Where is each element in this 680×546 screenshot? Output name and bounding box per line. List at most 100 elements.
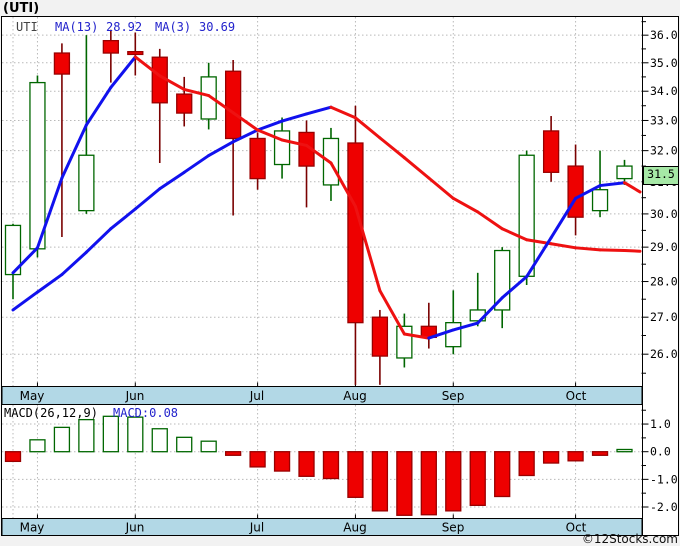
candle-down [176, 93, 193, 114]
ma3-line-segment [158, 74, 186, 91]
macd-bar-negative [591, 451, 609, 456]
candle-up [518, 154, 535, 277]
legend-symbol: UTI [16, 20, 38, 34]
macd-bar-positive [102, 415, 119, 453]
ma3-line-segment [305, 143, 333, 165]
macd-bar-negative [542, 451, 560, 464]
month-label: Oct [566, 389, 587, 403]
price-tick-label: 34.0 [650, 84, 678, 98]
legend-ma13-label: MA(13) [55, 20, 99, 34]
price-tick-label: 27.0 [650, 310, 678, 324]
legend-ma13-value: 28.92 [106, 20, 143, 34]
candle-down [347, 142, 364, 324]
month-label: Sep [442, 389, 465, 403]
ma3-line-segment [427, 328, 455, 340]
macd-bar-negative [371, 451, 389, 512]
macd-bar-negative [567, 451, 584, 462]
month-label: Jul [249, 389, 264, 403]
month-label: Oct [566, 521, 587, 535]
ma13-line-segment [158, 170, 186, 191]
macd-bar-negative [347, 451, 364, 498]
ma3-line-segment [182, 87, 211, 98]
ma3-line-segment [451, 321, 480, 332]
ma3-line-segment [549, 196, 578, 240]
macd-indicator-label: MACD(26,12,9) [4, 406, 98, 420]
month-label: Jul [249, 521, 264, 535]
ma3-line-segment [353, 204, 382, 293]
ma13-line-segment [574, 246, 602, 252]
macd-bar-negative [420, 451, 437, 516]
ma13-line-segment [182, 154, 211, 174]
macd-bar-positive [29, 439, 46, 453]
macd-bar-negative [224, 451, 242, 456]
candle-down [371, 316, 389, 357]
ma13-line-segment [84, 227, 113, 254]
candle-up [616, 165, 633, 180]
candle-down [127, 51, 144, 56]
price-tick-label: 26.0 [650, 347, 678, 361]
legend-ma3-value: 30.69 [199, 20, 236, 34]
macd-bar-positive [53, 426, 71, 453]
ma3-line-segment [525, 236, 553, 279]
macd-bar-negative [298, 451, 315, 477]
macd-tick-label: -2.0 [650, 500, 678, 514]
ma13-line-segment [500, 227, 529, 242]
month-label: May [20, 521, 45, 535]
macd-bar-negative [4, 451, 22, 463]
ma13-line-segment [133, 187, 162, 211]
price-tick-label: 36.0 [650, 28, 678, 42]
watermark-link: ©12Stocks.com [581, 532, 678, 546]
month-label: Jun [125, 521, 145, 535]
month-label: Sep [442, 521, 465, 535]
ma3-line-segment [207, 94, 235, 115]
macd-indicator-value: MACD:0.08 [113, 406, 179, 420]
ma13-line-segment [207, 140, 235, 158]
candle-up [273, 130, 291, 166]
ma13-line-segment [476, 210, 504, 231]
ma13-line-segment [109, 207, 137, 231]
macd-bar-positive [176, 436, 193, 453]
price-tick-label: 33.0 [650, 113, 678, 127]
month-label: May [20, 389, 45, 403]
month-label: Aug [343, 521, 366, 535]
month-label: Aug [343, 389, 366, 403]
candle-down [53, 52, 71, 75]
ma3-line-segment [500, 275, 529, 300]
ma3-line-segment [623, 181, 642, 194]
candle-down [224, 70, 242, 140]
ma3-line-segment [60, 123, 88, 180]
macd-bar-positive [616, 448, 633, 453]
macd-bar-negative [518, 451, 535, 477]
ma13-line-segment [378, 136, 406, 160]
month-axis-band [1, 518, 643, 536]
ma13-line-segment [427, 176, 455, 200]
macd-bar-positive [200, 440, 217, 453]
macd-bar-positive [78, 418, 95, 453]
ma13-line-segment [623, 249, 642, 253]
ma3-line-segment [109, 55, 137, 89]
month-axis-band [1, 386, 643, 405]
ma3-line-segment [378, 289, 406, 336]
candle-up [200, 76, 217, 120]
month-label: Jun [125, 389, 145, 403]
macd-tick-label: -1.0 [650, 472, 678, 486]
candle-down [102, 39, 119, 54]
candle-down [249, 137, 266, 180]
candle-up [78, 154, 95, 212]
ma13-line-segment [60, 250, 88, 277]
last-price-marker: 31.5 [643, 166, 679, 185]
ma3-line-segment [133, 55, 162, 78]
price-tick-label: 28.0 [650, 275, 678, 289]
ma3-line-segment [11, 246, 39, 275]
ma13-line-segment [353, 116, 382, 140]
macd-tick-label: 0.0 [650, 445, 671, 459]
candle-up [4, 224, 22, 276]
ma13-line-segment [451, 196, 480, 214]
macd-bar-positive [127, 416, 144, 453]
price-tick-label: 32.0 [650, 144, 678, 158]
macd-bar-negative [469, 451, 486, 506]
macd-bar-negative [445, 451, 462, 512]
macd-bar-negative [396, 451, 413, 516]
